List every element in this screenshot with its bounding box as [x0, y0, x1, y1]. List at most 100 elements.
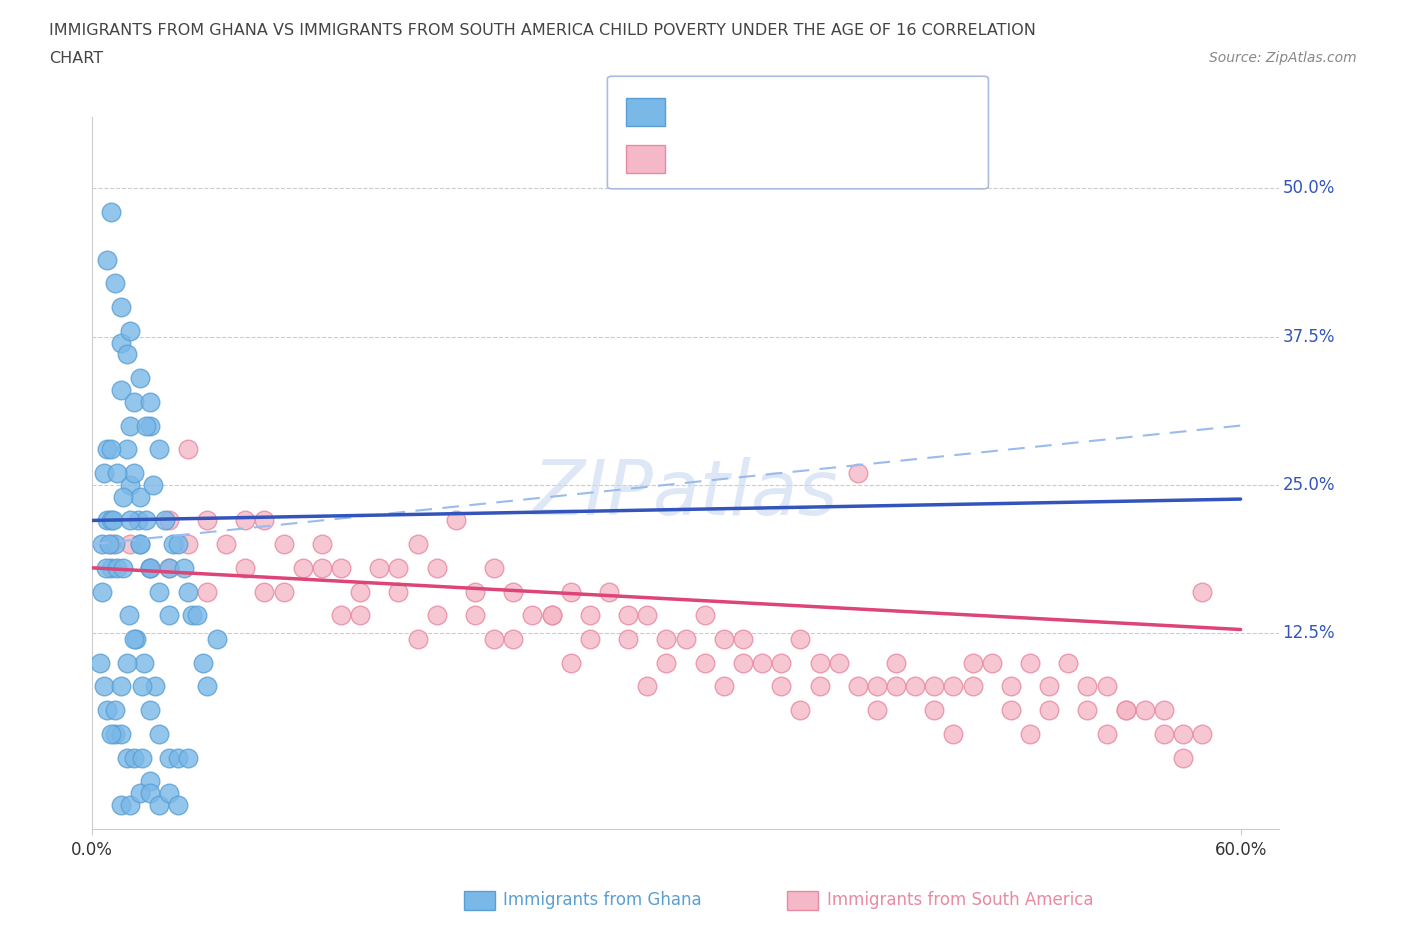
Point — [349, 608, 371, 623]
Point — [1019, 656, 1042, 671]
Text: N =: N = — [820, 150, 853, 167]
Point — [131, 679, 153, 694]
Point — [138, 786, 160, 801]
Point — [502, 584, 524, 599]
Point — [522, 608, 544, 623]
Point — [129, 537, 152, 551]
Point — [93, 679, 115, 694]
Point — [143, 679, 166, 694]
Point — [138, 774, 160, 789]
Point — [98, 537, 121, 551]
Text: Source: ZipAtlas.com: Source: ZipAtlas.com — [1209, 51, 1357, 65]
Point — [808, 656, 831, 671]
Point — [731, 631, 754, 646]
Point — [135, 513, 157, 528]
Point — [195, 584, 218, 599]
Point — [96, 513, 118, 528]
Point — [104, 276, 127, 291]
Text: 37.5%: 37.5% — [1282, 327, 1334, 346]
Point — [157, 751, 180, 765]
Point — [138, 561, 160, 576]
Point — [110, 382, 132, 397]
Point — [560, 584, 582, 599]
Text: -0.229: -0.229 — [727, 150, 796, 168]
Point — [846, 679, 869, 694]
Point — [162, 537, 184, 551]
Point — [173, 561, 195, 576]
Point — [129, 489, 152, 504]
Point — [636, 608, 658, 623]
Point — [884, 656, 907, 671]
Point — [598, 584, 620, 599]
Text: 87: 87 — [876, 102, 903, 121]
Point — [157, 786, 180, 801]
Point — [157, 608, 180, 623]
Point — [195, 679, 218, 694]
Point — [110, 679, 132, 694]
Point — [1095, 679, 1118, 694]
Point — [904, 679, 927, 694]
Point — [636, 679, 658, 694]
Point — [827, 656, 849, 671]
Point — [866, 679, 889, 694]
Point — [132, 656, 155, 671]
Point — [148, 726, 170, 741]
Point — [330, 608, 353, 623]
Point — [124, 631, 146, 646]
Point — [115, 442, 138, 457]
Point — [138, 561, 160, 576]
Point — [104, 703, 127, 718]
Point — [117, 608, 139, 623]
Point — [482, 631, 505, 646]
Point — [105, 466, 128, 481]
Point — [186, 608, 208, 623]
Point — [770, 679, 793, 694]
Point — [89, 656, 111, 671]
Point — [233, 561, 256, 576]
Point — [942, 726, 965, 741]
Point — [464, 608, 486, 623]
Point — [808, 679, 831, 694]
Point — [100, 205, 122, 219]
Point — [253, 513, 276, 528]
Point — [1173, 751, 1195, 765]
Text: 25.0%: 25.0% — [1282, 476, 1334, 494]
Point — [311, 537, 333, 551]
Point — [1095, 726, 1118, 741]
Point — [884, 679, 907, 694]
Point — [129, 537, 152, 551]
Point — [789, 631, 811, 646]
Text: Immigrants from Ghana: Immigrants from Ghana — [503, 891, 702, 910]
Point — [96, 703, 118, 718]
Text: 0.027: 0.027 — [738, 102, 800, 121]
Point — [177, 751, 200, 765]
Point — [177, 442, 200, 457]
Point — [195, 513, 218, 528]
Text: 100: 100 — [876, 150, 917, 168]
Point — [1038, 703, 1060, 718]
Point — [924, 679, 946, 694]
Point — [1076, 703, 1098, 718]
Point — [406, 537, 429, 551]
Point — [1057, 656, 1080, 671]
Point — [120, 418, 142, 433]
Point — [579, 608, 602, 623]
Point — [94, 561, 117, 576]
Point — [138, 703, 160, 718]
Point — [1076, 679, 1098, 694]
Point — [157, 561, 180, 576]
Point — [540, 608, 562, 623]
Text: R =: R = — [676, 103, 710, 121]
Point — [104, 726, 127, 741]
Point — [1153, 726, 1175, 741]
Point — [115, 751, 138, 765]
Point — [1115, 703, 1137, 718]
Point — [273, 537, 295, 551]
Point — [138, 418, 160, 433]
Text: Immigrants from South America: Immigrants from South America — [827, 891, 1094, 910]
Point — [115, 347, 138, 362]
Point — [1115, 703, 1137, 718]
Point — [111, 489, 134, 504]
Point — [349, 584, 371, 599]
Point — [177, 584, 200, 599]
